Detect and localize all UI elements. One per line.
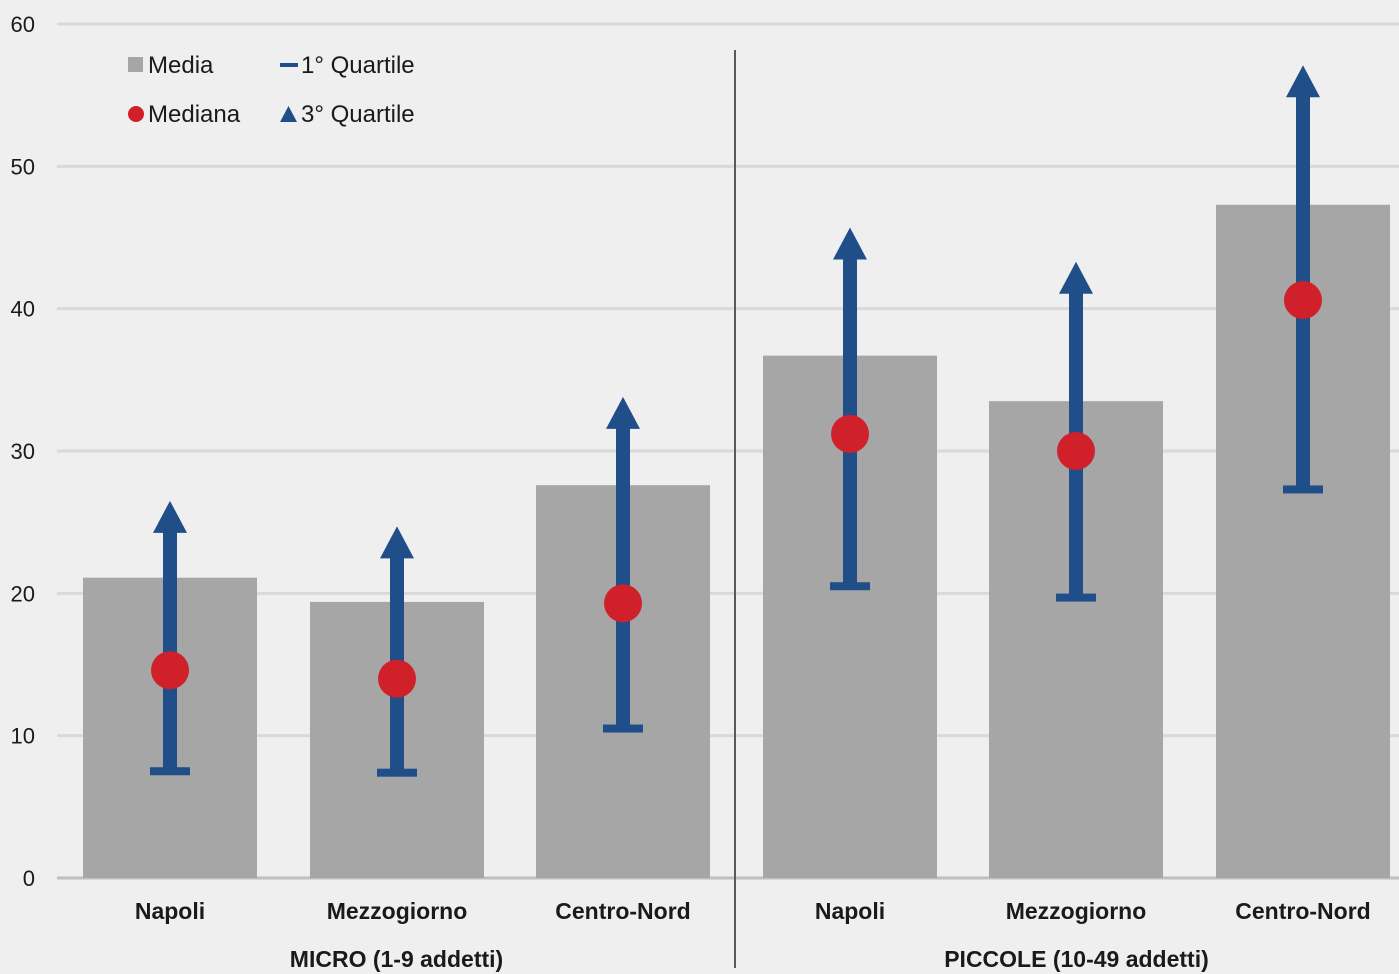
legend-q1-label: 1° Quartile [301,52,415,79]
marker-q3 [606,396,640,429]
grid [57,22,1399,880]
marker-q3 [1286,65,1320,98]
category-label: Napoli [135,898,205,924]
y-tick-label: 0 [23,866,35,891]
marker-mediana [604,584,642,623]
marker-mediana [151,651,189,690]
quartile-stem [616,426,630,729]
marker-q1 [1056,593,1096,602]
legend-q3-label: 3° Quartile [301,101,415,128]
legend-media-swatch [128,57,143,72]
marker-mediana [1057,432,1095,470]
marker-q1 [603,724,643,733]
marker-q1 [150,767,190,776]
category-label: Centro-Nord [555,898,690,924]
group-label: MICRO (1-9 addetti) [290,946,503,972]
category-labels: Napoli Mezzogiorno Centro-Nord Napoli Mezzog… [135,898,1371,924]
marker-q3 [380,526,414,559]
y-tick-label: 60 [11,12,35,37]
legend-mediana-swatch [128,106,144,122]
category-label: Mezzogiorno [327,898,468,924]
category-label: Napoli [815,898,885,924]
legend-media-label: Media [148,52,214,79]
quartile-ranges [150,65,1323,777]
y-tick-label: 20 [11,581,35,606]
category-label: Mezzogiorno [1006,898,1147,924]
marker-q1 [830,582,870,591]
y-tick-label: 10 [11,724,35,749]
marker-q1 [377,768,417,777]
legend-mediana-label: Mediana [148,101,241,128]
bars [83,204,1390,879]
y-axis-ticks: 0 10 20 30 40 50 60 [11,12,35,891]
legend: Media 1° Quartile Mediana 3° Quartile [128,52,415,128]
marker-q3 [833,227,867,260]
marker-mediana [831,414,869,453]
quartile-stem [163,530,177,772]
marker-mediana [1284,281,1322,320]
marker-q3 [153,500,187,533]
category-label: Centro-Nord [1235,898,1370,924]
group-labels: MICRO (1-9 addetti) PICCOLE (10-49 addett… [290,946,1209,972]
group-label: PICCOLE (10-49 addetti) [944,946,1209,972]
legend-q3-swatch [280,106,297,122]
marker-q1 [1283,485,1323,494]
median-points [151,281,1322,698]
marker-mediana [378,659,416,698]
marker-q3 [1059,261,1093,294]
y-tick-label: 30 [11,439,35,464]
y-tick-label: 40 [11,297,35,322]
y-tick-label: 50 [11,154,35,179]
